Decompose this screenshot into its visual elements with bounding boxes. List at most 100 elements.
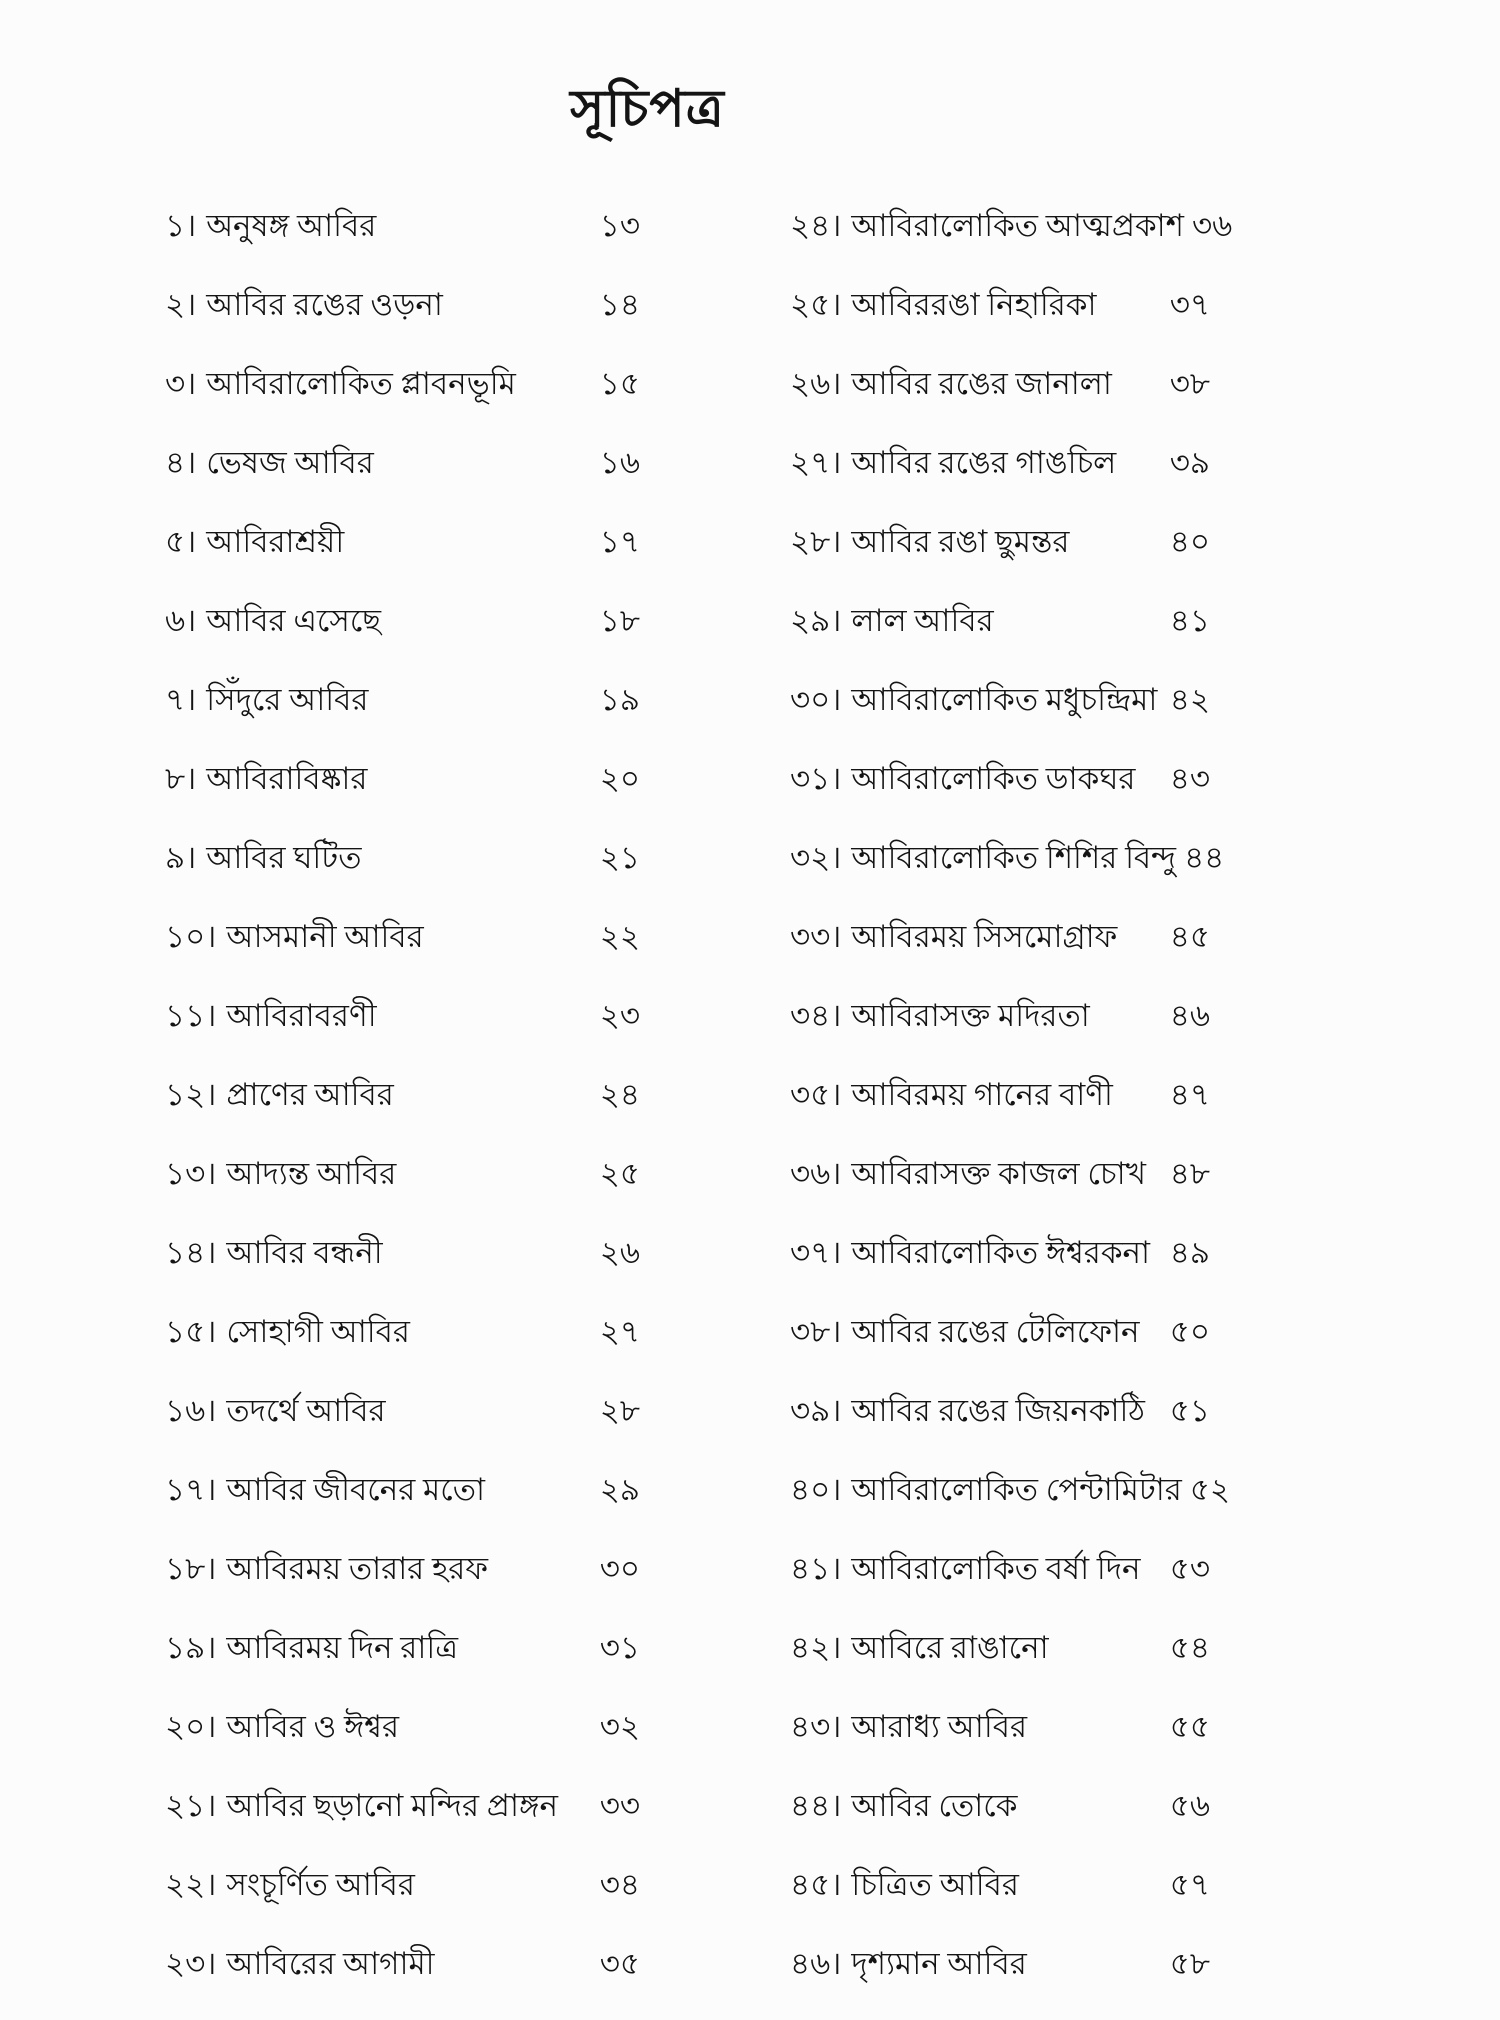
toc-entry: ২৪। আবিরালোকিত আত্মপ্রকাশ ৩৬ bbox=[790, 203, 1232, 249]
toc-entry: ১০। আসমানী আবির ২২ bbox=[165, 914, 640, 960]
toc-entry-number: ৪৫। bbox=[790, 1867, 842, 1902]
toc-entry-label: আবিরালোকিত প্লাবনভূমি bbox=[206, 366, 516, 401]
toc-entry-page: ৩১ bbox=[599, 1630, 640, 1665]
toc-entry-page: ১৯ bbox=[599, 682, 640, 717]
toc-entry-page: ২১ bbox=[599, 840, 640, 875]
toc-entry-title: ২৪। আবিরালোকিত আত্মপ্রকাশ bbox=[790, 203, 1184, 249]
toc-entry-label: আবির ছড়ানো মন্দির প্রাঙ্গন bbox=[226, 1788, 558, 1823]
toc-entry-title: ৩২। আবিরালোকিত শিশির বিন্দু bbox=[790, 835, 1176, 881]
toc-entry-page: ২৪ bbox=[599, 1077, 640, 1112]
toc-columns: ১। অনুষঙ্গ আবির ১৩ ২। আবির রঙের ওড়না ১৪ ৩… bbox=[165, 203, 1240, 2020]
toc-entry-label: আদ্যন্ত আবির bbox=[226, 1156, 397, 1191]
toc-entry: ৩২। আবিরালোকিত শিশির বিন্দু ৪৪ bbox=[790, 835, 1224, 881]
toc-entry: ২২। সংচূর্ণিত আবির ৩৪ bbox=[165, 1862, 640, 1908]
toc-entry: ২৩। আবিরের আগামী ৩৫ bbox=[165, 1941, 640, 1987]
toc-entry: ৩৩। আবিরময় সিসমোগ্রাফ ৪৫ bbox=[790, 914, 1210, 960]
toc-entry-title: ৩৩। আবিরময় সিসমোগ্রাফ bbox=[790, 914, 1117, 960]
toc-entry-title: ১৪। আবির বন্ধনী bbox=[165, 1230, 383, 1276]
toc-entry-number: ৯। bbox=[165, 840, 197, 875]
toc-entry-number: ৩৬। bbox=[790, 1156, 842, 1191]
toc-entry: ৯। আবির ঘটিত ২১ bbox=[165, 835, 640, 881]
toc-entry: ৭। সিঁদুরে আবির ১৯ bbox=[165, 677, 640, 723]
toc-entry: ৩৯। আবির রঙের জিয়নকাঠি ৫১ bbox=[790, 1388, 1210, 1434]
toc-entry: ৪২। আবিরে রাঙানো ৫৪ bbox=[790, 1625, 1210, 1671]
toc-entry-title: ৪০। আবিরালোকিত পেন্টামিটার bbox=[790, 1467, 1182, 1513]
toc-column-right: ২৪। আবিরালোকিত আত্মপ্রকাশ ৩৬ ২৫। আবিররঙা ন… bbox=[790, 203, 1232, 2020]
toc-entry-number: ৪০। bbox=[790, 1472, 842, 1507]
toc-entry-label: আবিরালোকিত বর্ষা দিন bbox=[851, 1551, 1141, 1586]
toc-entry: ৫। আবিরাশ্রয়ী ১৭ bbox=[165, 519, 640, 565]
toc-entry-title: ৭। সিঁদুরে আবির bbox=[165, 677, 368, 723]
toc-entry-title: ৩০। আবিরালোকিত মধুচন্দ্রিমা bbox=[790, 677, 1157, 723]
toc-entry-title: ৩৫। আবিরময় গানের বাণী bbox=[790, 1072, 1113, 1118]
toc-entry-page: ৪৫ bbox=[1169, 919, 1210, 954]
toc-entry-title: ৩৮। আবির রঙের টেলিফোন bbox=[790, 1309, 1140, 1355]
toc-entry-number: ৭। bbox=[165, 682, 197, 717]
toc-entry-title: ৩৯। আবির রঙের জিয়নকাঠি bbox=[790, 1388, 1145, 1434]
toc-entry: ৪৬। দৃশ্যমান আবির ৫৮ bbox=[790, 1941, 1210, 1987]
toc-entry: ৪৪। আবির তোকে ৫৬ bbox=[790, 1783, 1210, 1829]
toc-entry-title: ১০। আসমানী আবির bbox=[165, 914, 424, 960]
toc-entry-label: অনুষঙ্গ আবির bbox=[206, 208, 377, 243]
toc-entry-number: ১৮। bbox=[165, 1551, 217, 1586]
toc-entry: ৪। ভেষজ আবির ১৬ bbox=[165, 440, 640, 486]
toc-entry-label: ভেষজ আবির bbox=[206, 445, 374, 480]
toc-entry-page: ১৭ bbox=[599, 524, 640, 559]
toc-entry-label: আবির এসেছে bbox=[206, 603, 382, 638]
toc-entry-page: ২৬ bbox=[599, 1235, 640, 1270]
toc-entry-page: ২২ bbox=[599, 919, 640, 954]
toc-entry-label: সংচূর্ণিত আবির bbox=[226, 1867, 415, 1902]
toc-entry-number: ৩২। bbox=[790, 840, 842, 875]
toc-column-left: ১। অনুষঙ্গ আবির ১৩ ২। আবির রঙের ওড়না ১৪ ৩… bbox=[165, 203, 640, 2020]
toc-entry: ২৫। আবিররঙা নিহারিকা ৩৭ bbox=[790, 282, 1210, 328]
toc-entry: ৪১। আবিরালোকিত বর্ষা দিন ৫৩ bbox=[790, 1546, 1210, 1592]
toc-entry-label: সোহাগী আবির bbox=[226, 1314, 410, 1349]
toc-entry-number: ৩৪। bbox=[790, 998, 842, 1033]
toc-entry-title: ১। অনুষঙ্গ আবির bbox=[165, 203, 376, 249]
toc-entry-title: ৪১। আবিরালোকিত বর্ষা দিন bbox=[790, 1546, 1141, 1592]
toc-entry: ৩৪। আবিরাসক্ত মদিরতা ৪৬ bbox=[790, 993, 1210, 1039]
toc-entry-label: আসমানী আবির bbox=[226, 919, 424, 954]
toc-entry-page: ৩৯ bbox=[1169, 445, 1210, 480]
toc-entry: ২৮। আবির রঙা ছুমন্তর ৪০ bbox=[790, 519, 1210, 565]
toc-entry: ৮। আবিরাবিষ্কার ২০ bbox=[165, 756, 640, 802]
toc-entry: ৩। আবিরালোকিত প্লাবনভূমি ১৫ bbox=[165, 361, 640, 407]
toc-entry-label: তদর্থে আবির bbox=[226, 1393, 386, 1428]
toc-entry-title: ২০। আবির ও ঈশ্বর bbox=[165, 1704, 399, 1750]
toc-entry: ১। অনুষঙ্গ আবির ১৩ bbox=[165, 203, 640, 249]
toc-entry-number: ১১। bbox=[165, 998, 217, 1033]
toc-entry-label: আবিরাশ্রয়ী bbox=[206, 524, 345, 559]
toc-entry-number: ৪৪। bbox=[790, 1788, 842, 1823]
toc-entry-title: ২৩। আবিরের আগামী bbox=[165, 1941, 435, 1987]
toc-entry: ৩৭। আবিরালোকিত ঈশ্বরকনা ৪৯ bbox=[790, 1230, 1210, 1276]
toc-entry-label: আবির ও ঈশ্বর bbox=[226, 1709, 400, 1744]
toc-entry-page: ৫২ bbox=[1189, 1472, 1231, 1507]
toc-entry: ৪৩। আরাধ্য আবির ৫৫ bbox=[790, 1704, 1210, 1750]
toc-entry-label: আবিরে রাঙানো bbox=[851, 1630, 1049, 1665]
toc-entry-number: ২১। bbox=[165, 1788, 217, 1823]
toc-entry-title: ১৫। সোহাগী আবির bbox=[165, 1309, 410, 1355]
toc-entry-page: ২৩ bbox=[599, 998, 640, 1033]
toc-entry-label: সিঁদুরে আবির bbox=[206, 682, 369, 717]
toc-entry: ১৪। আবির বন্ধনী ২৬ bbox=[165, 1230, 640, 1276]
toc-entry-number: ৪৬। bbox=[790, 1946, 842, 1981]
toc-entry: ৪৫। চিত্রিত আবির ৫৭ bbox=[790, 1862, 1210, 1908]
toc-entry-number: ২০। bbox=[165, 1709, 217, 1744]
toc-entry-page: ১৬ bbox=[599, 445, 640, 480]
toc-entry-title: ৩। আবিরালোকিত প্লাবনভূমি bbox=[165, 361, 516, 407]
toc-entry-title: ৩৪। আবিরাসক্ত মদিরতা bbox=[790, 993, 1090, 1039]
toc-entry-label: আবির রঙের জিয়নকাঠি bbox=[851, 1393, 1145, 1428]
toc-entry: ৪০। আবিরালোকিত পেন্টামিটার ৫২ bbox=[790, 1467, 1230, 1513]
toc-entry-number: ১০। bbox=[165, 919, 217, 954]
toc-entry-page: ৫৭ bbox=[1169, 1867, 1210, 1902]
toc-entry-label: আবিরালোকিত শিশির বিন্দু bbox=[851, 840, 1177, 875]
toc-entry-title: ২৫। আবিররঙা নিহারিকা bbox=[790, 282, 1096, 328]
toc-entry-label: প্রাণের আবির bbox=[226, 1077, 394, 1112]
toc-entry: ১৯। আবিরময় দিন রাত্রি ৩১ bbox=[165, 1625, 640, 1671]
toc-entry-label: আবির রঙের টেলিফোন bbox=[851, 1314, 1140, 1349]
toc-entry-number: ১৬। bbox=[165, 1393, 217, 1428]
toc-entry-label: আবির তোকে bbox=[851, 1788, 1018, 1823]
toc-entry-label: আবিরময় দিন রাত্রি bbox=[226, 1630, 458, 1665]
toc-entry-title: ৪২। আবিরে রাঙানো bbox=[790, 1625, 1049, 1671]
toc-entry-number: ৪২। bbox=[790, 1630, 842, 1665]
